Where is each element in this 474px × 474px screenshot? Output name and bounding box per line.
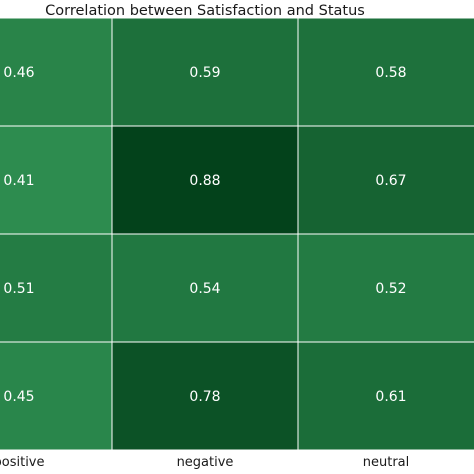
- cell-value-label-r2-c0: 0.51: [3, 281, 34, 297]
- heatmap-cell-r3-c2: [297, 341, 474, 451]
- cell-value-label-r0-c0: 0.46: [3, 65, 34, 81]
- heatmap-cell-r2-c1: [111, 233, 299, 343]
- cell-value-label-r3-c0: 0.45: [3, 389, 34, 405]
- heatmap-cell-r1-c1: [111, 125, 299, 235]
- cell-value-label-r2-c2: 0.52: [375, 281, 406, 297]
- cell-value-label-r3-c1: 0.78: [189, 389, 220, 405]
- cell-value-label-r1-c0: 0.41: [3, 173, 34, 189]
- cell-value-label-r2-c1: 0.54: [189, 281, 220, 297]
- x-tick-label-negative: negative: [177, 455, 234, 470]
- heatmap-cells: 0.46 0.59 0.58 0.41 0.88 0.67 0.51 0.54 0.52 0.45…: [0, 17, 474, 451]
- heatmap-cell-r0-c0: [0, 17, 113, 127]
- heatmap-cell-r2-c2: [297, 233, 474, 343]
- heatmap-cell-r1-c0: [0, 125, 113, 235]
- x-tick-label-positive: positive: [0, 455, 45, 470]
- cell-value-label-r0-c1: 0.59: [189, 65, 220, 81]
- cell-value-label-r3-c2: 0.61: [375, 389, 406, 405]
- x-axis-tick-labels: positive negative neutral: [0, 455, 409, 470]
- cell-value-label-r0-c2: 0.58: [375, 65, 406, 81]
- chart-title: Correlation between Satisfaction and Sta…: [45, 3, 365, 19]
- heatmap-cell-r2-c0: [0, 233, 113, 343]
- heatmap-cell-r3-c0: [0, 341, 113, 451]
- heatmap-cell-r3-c1: [111, 341, 299, 451]
- heatmap-cell-r0-c2: [297, 17, 474, 127]
- cell-value-label-r1-c2: 0.67: [375, 173, 406, 189]
- x-tick-label-neutral: neutral: [363, 455, 410, 470]
- cell-value-label-r1-c1: 0.88: [189, 173, 220, 189]
- heatmap-cell-r0-c1: [111, 17, 299, 127]
